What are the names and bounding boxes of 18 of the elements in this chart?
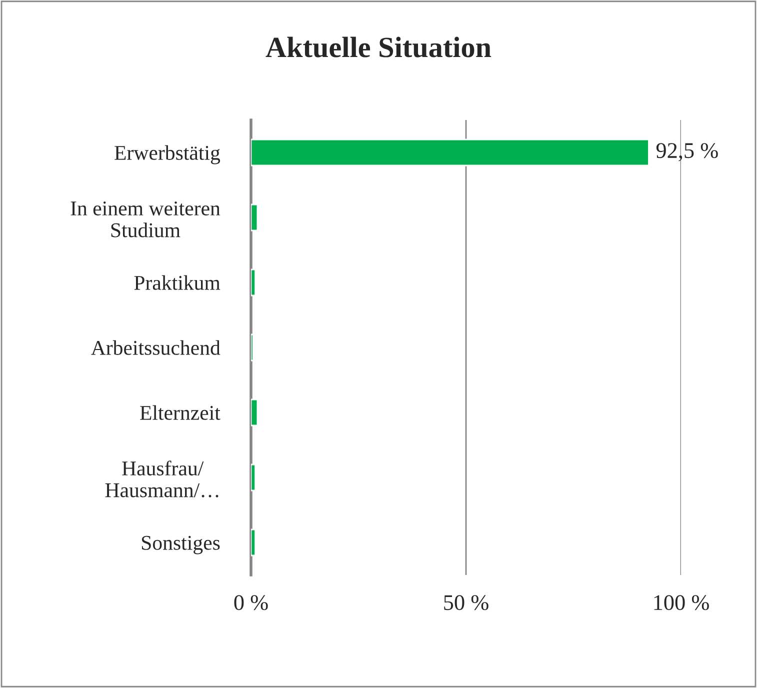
chart-title: Aktuelle Situation bbox=[266, 36, 492, 58]
y-tick-label: In einem weiteren Studium bbox=[70, 201, 220, 238]
x-tick-label: 50 % bbox=[444, 595, 488, 610]
y-tick-label: Arbeitssuchend bbox=[91, 340, 220, 355]
bar bbox=[251, 528, 256, 556]
y-tick-label: Hausfrau/ Hausmann/… bbox=[105, 460, 218, 498]
y-tick-label: Sonstiges bbox=[142, 536, 220, 554]
bar bbox=[251, 464, 256, 492]
x-tick-label: 100 % bbox=[654, 595, 709, 610]
bar bbox=[251, 268, 256, 296]
bar bbox=[251, 138, 650, 166]
y-tick-label: Erwerbstätig bbox=[114, 145, 220, 164]
bar bbox=[251, 204, 258, 232]
y-tick-label: Elternzeit bbox=[140, 405, 220, 420]
bar bbox=[251, 334, 254, 362]
bar bbox=[251, 398, 258, 426]
y-tick-label: Praktikum bbox=[134, 275, 220, 290]
x-tick-label: 0 % bbox=[234, 595, 268, 610]
